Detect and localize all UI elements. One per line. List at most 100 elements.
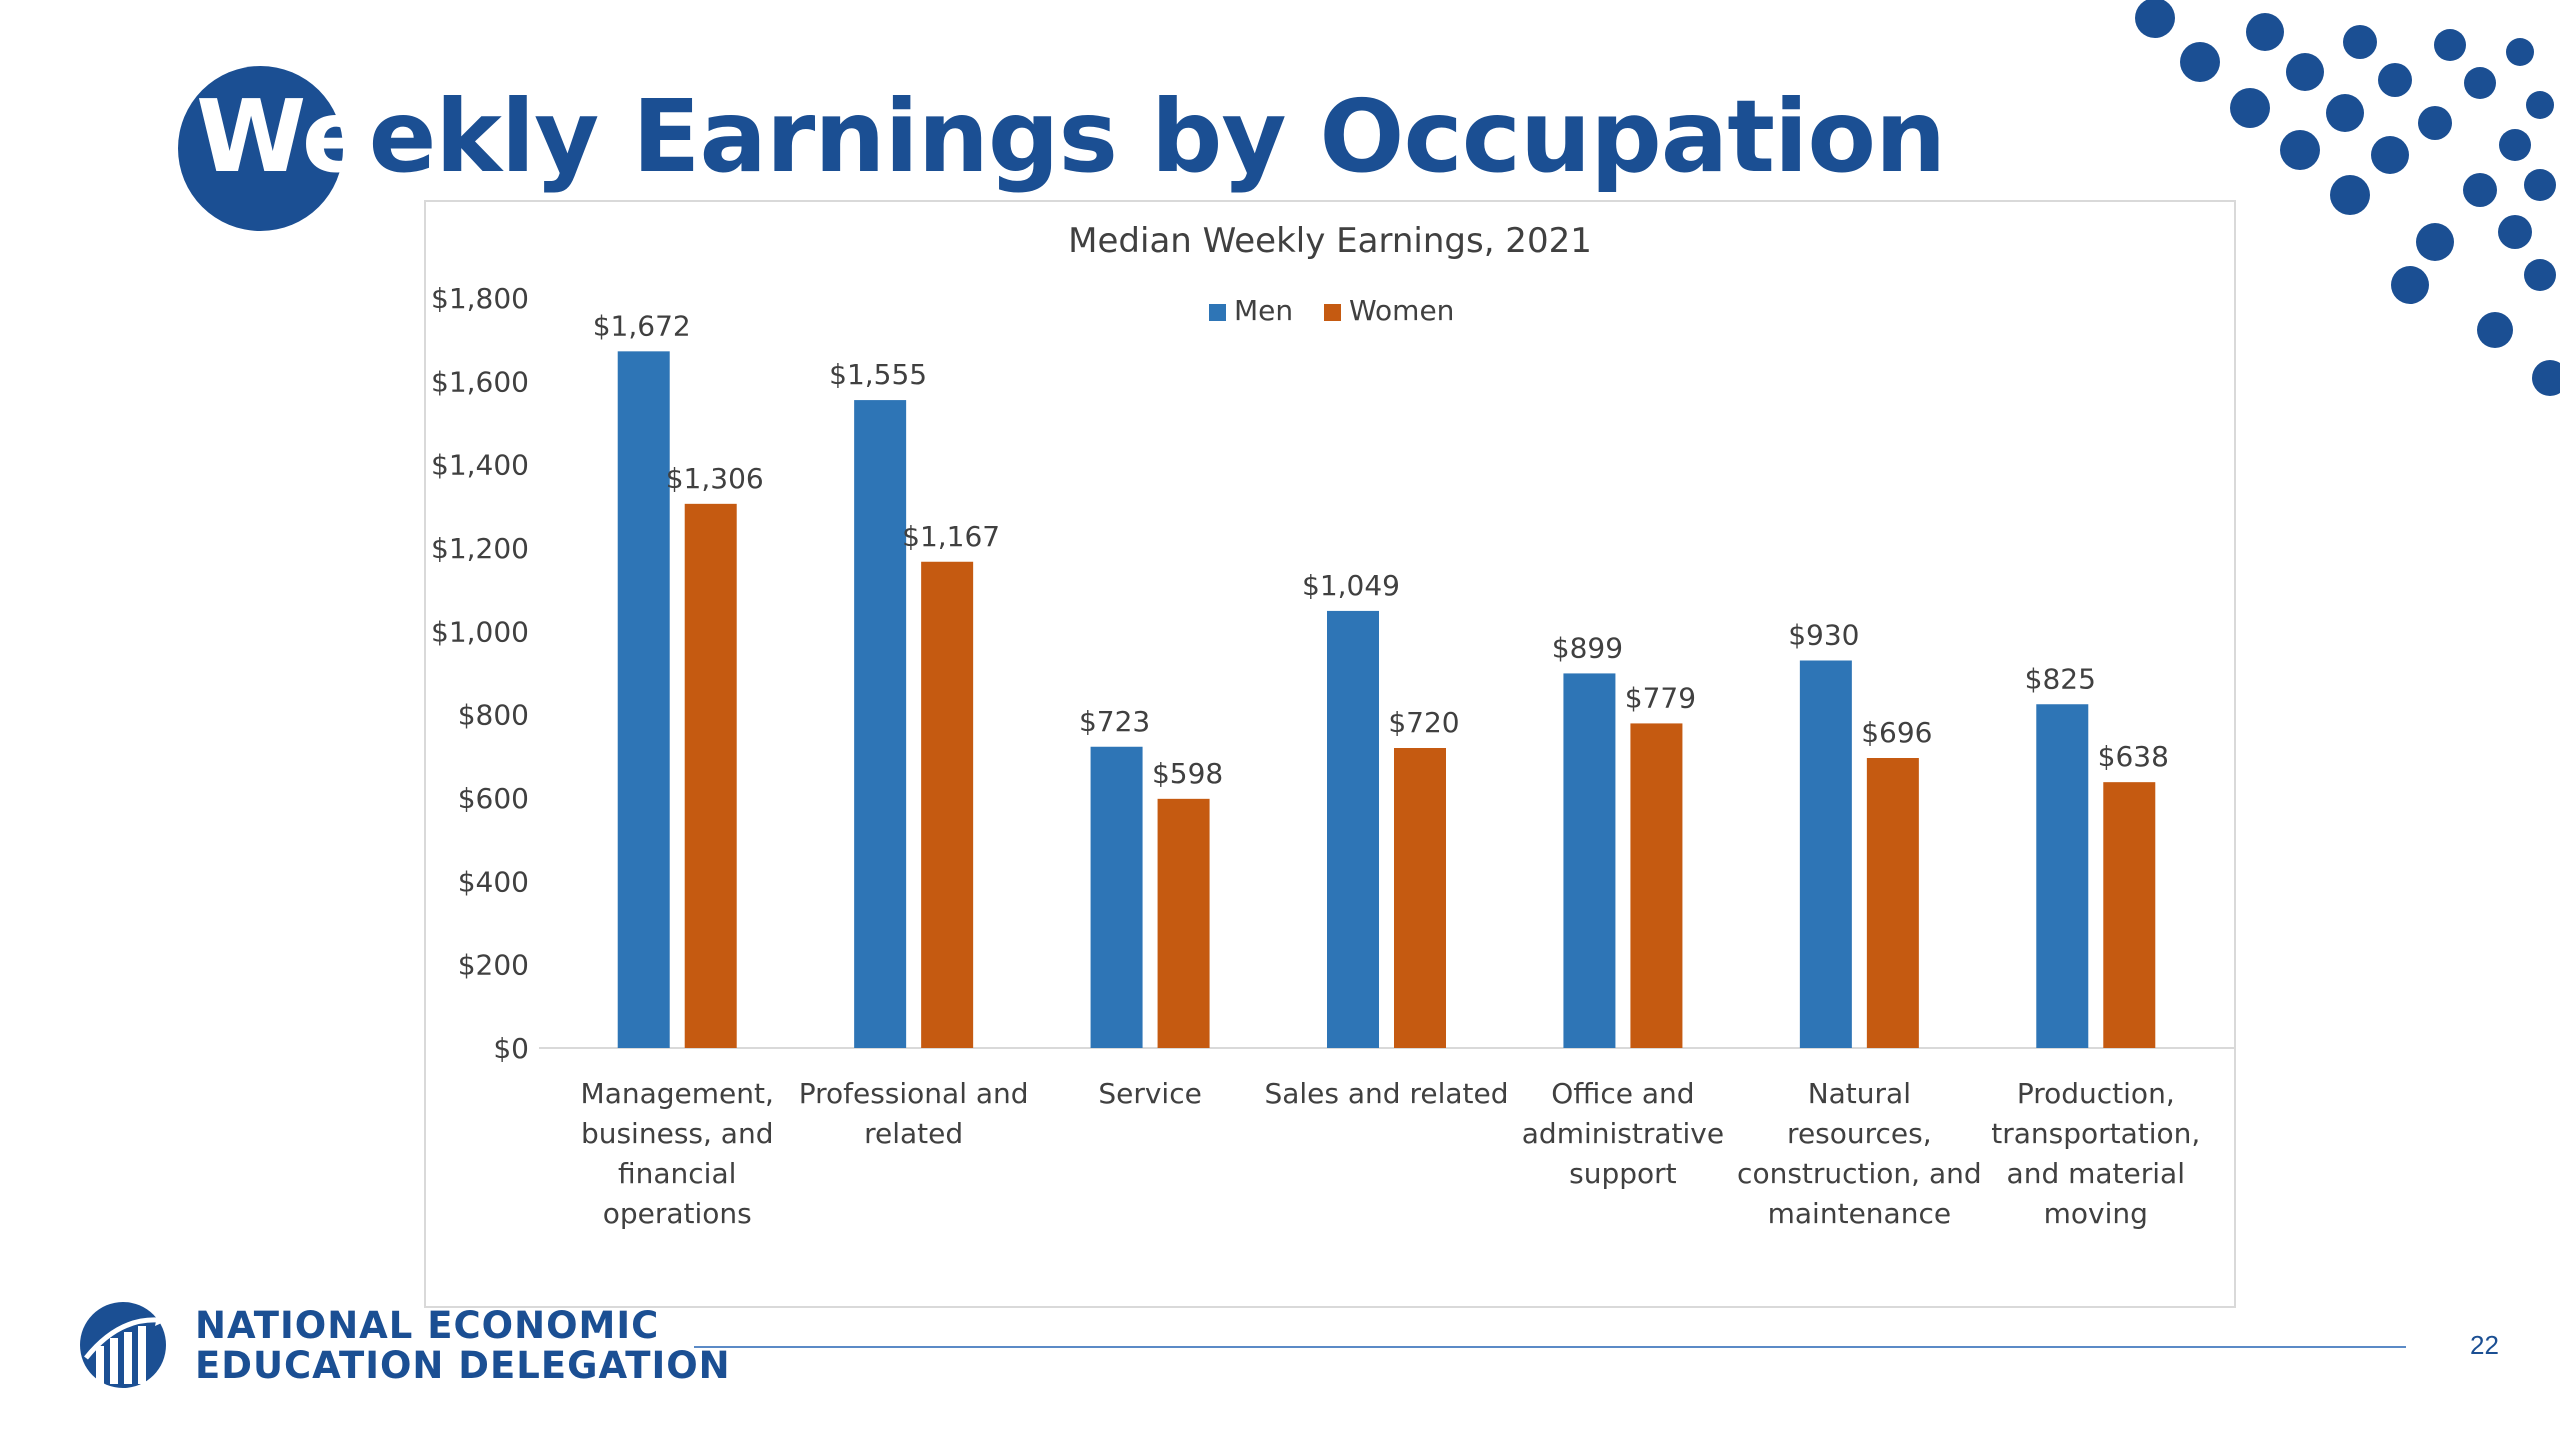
decorative-dot [2524,259,2556,291]
footer-divider [694,1346,2406,1348]
data-label-men: $930 [1788,619,1859,652]
y-tick-label: $0 [493,1032,529,1065]
data-label-men: $825 [2025,662,2096,695]
category-label-line: support [1569,1157,1677,1190]
decorative-dot [2418,106,2452,140]
legend-label-women: Women [1349,294,1454,327]
category-label: Sales and related [1264,1077,1508,1110]
data-label-women: $1,167 [902,520,1000,553]
category-label-line: business, and [581,1117,774,1150]
category-label-line: and material [2007,1157,2185,1190]
need-logo-icon [80,1302,166,1388]
bar-chart: Median Weekly Earnings, 2021 Men Women $0 $2… [431,221,2236,1230]
bar-women [921,561,974,1048]
data-label-men: $1,049 [1302,569,1400,602]
decorative-dot [2286,53,2324,91]
category-label-line: Production, [2017,1077,2175,1110]
bar-men [1563,673,1616,1048]
decorative-dot [2391,266,2429,304]
decorative-dot [2464,67,2496,99]
decorative-dot [2434,29,2466,61]
title-highlight: We [196,78,370,195]
category-label-line: Sales and related [1264,1077,1508,1110]
decorative-dot-pattern [2135,0,2560,396]
legend-label-men: Men [1234,294,1293,327]
data-label-women: $779 [1625,681,1696,714]
decorative-dot [2524,169,2556,201]
category-label: Service [1098,1077,1201,1110]
category-label-line: operations [603,1197,752,1230]
category-label: Management, business, and financial operati… [581,1077,774,1230]
page-number: 22 [2470,1330,2499,1360]
decorative-dot [2506,38,2534,66]
bar-women [684,503,737,1048]
org-name-line2: EDUCATION DELEGATION [195,1344,731,1387]
category-label-line: maintenance [1768,1197,1951,1230]
decorative-dot [2280,130,2320,170]
y-tick-label: $1,000 [431,615,529,648]
decorative-dot [2326,94,2364,132]
chart-title: Median Weekly Earnings, 2021 [1068,221,1592,261]
category-label-line: construction, and [1737,1157,1982,1190]
decorative-dot [2499,129,2531,161]
decorative-dot [2532,360,2560,396]
bar-men [854,400,907,1048]
category-label-line: Management, [581,1077,774,1110]
decorative-dot [2463,173,2497,207]
y-tick-label: $400 [458,865,529,898]
legend-swatch-women [1324,304,1341,321]
category-label-line: transportation, [1991,1117,2200,1150]
data-label-men: $899 [1552,631,1623,664]
category-label-line: Service [1098,1077,1201,1110]
org-name: NATIONAL ECONOMIC EDUCATION DELEGATION [195,1306,731,1386]
category-label-line: Natural [1808,1077,1911,1110]
data-label-women: $598 [1152,757,1223,790]
bar-women [1866,758,1919,1048]
title-circle-badge [178,66,343,231]
data-label-men: $1,672 [593,309,691,342]
category-label-line: resources, [1787,1117,1932,1150]
y-tick-label: $1,400 [431,449,529,482]
decorative-dot [2498,215,2532,249]
category-label-line: related [864,1117,963,1150]
data-label-women: $638 [2098,740,2169,773]
decorative-dot [2246,13,2284,51]
category-label: Production, transportation, and material mo… [1991,1077,2200,1230]
decorative-dot [2230,88,2270,128]
data-label-women: $720 [1388,706,1459,739]
data-label-women: $696 [1861,716,1932,749]
category-label-line: Professional and [799,1077,1029,1110]
legend-swatch-men [1209,304,1226,321]
y-tick-label: $800 [458,699,529,732]
decorative-dot [2477,312,2513,348]
decorative-dot [2135,0,2175,38]
bar-men [1327,610,1379,1048]
category-label: Professional and related [799,1077,1029,1150]
data-label-women: $1,306 [666,462,764,495]
category-label-line: financial [618,1157,736,1190]
y-tick-label: $1,800 [431,282,529,315]
title-rest: ekly Earnings by Occupation [368,78,1947,195]
category-label-line: moving [2044,1197,2148,1230]
bar-women [1630,723,1683,1048]
bar-men [1799,660,1852,1048]
category-label: Office and administrative support [1522,1077,1724,1190]
title-text: Weekly Earnings by Occupation [196,78,1947,195]
decorative-dot [2371,136,2409,174]
bar-women [2103,782,2156,1048]
bar-women [1157,798,1210,1048]
y-tick-label: $1,600 [431,365,529,398]
decorative-dot [2526,91,2554,119]
chart-legend: Men Women [1209,294,1454,327]
bar-men [1090,746,1143,1048]
category-label: Natural resources, construction, and mainte… [1737,1077,1982,1230]
chart-frame [424,200,2236,1308]
decorative-dot [2416,223,2454,261]
bar-women [1394,748,1446,1048]
bar-men [617,351,670,1048]
data-label-men: $723 [1079,705,1150,738]
y-tick-label: $600 [458,782,529,815]
decorative-dot [2378,63,2412,97]
org-name-line1: NATIONAL ECONOMIC [195,1304,660,1347]
category-label-line: Office and [1551,1077,1694,1110]
